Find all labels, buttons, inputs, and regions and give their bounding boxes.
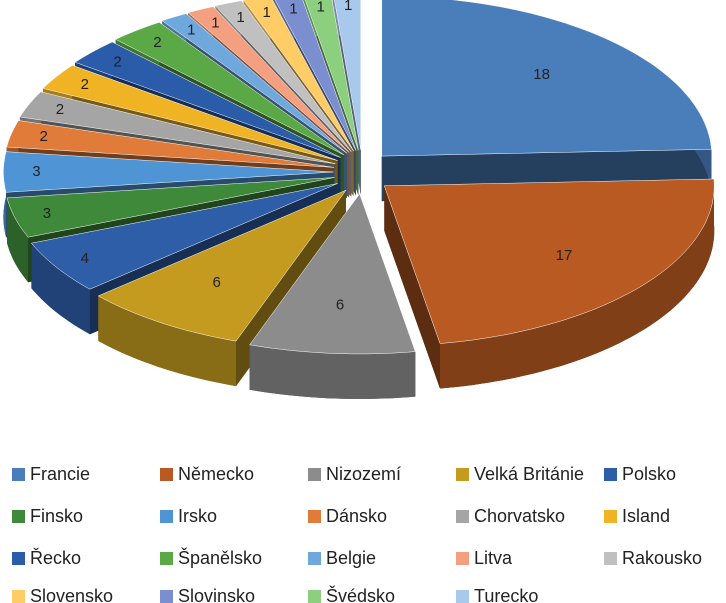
slice-top: [30, 183, 338, 290]
legend-swatch: [160, 590, 173, 603]
slice-side: [31, 243, 90, 335]
data-label: 18: [533, 66, 550, 83]
legend-label: Irsko: [178, 506, 217, 526]
legend-label: Chorvatsko: [474, 506, 565, 526]
data-label: 3: [32, 163, 40, 180]
data-label: 1: [262, 4, 270, 21]
slice-side: [7, 197, 29, 283]
slice-top: [334, 0, 362, 151]
slice-top: [249, 193, 416, 355]
data-label: 1: [344, 0, 352, 14]
legend-label: Nizozemí: [326, 464, 401, 484]
legend-swatch: [456, 468, 469, 481]
slice-top: [214, 0, 352, 152]
data-label: 6: [336, 296, 344, 313]
slice-top: [381, 0, 712, 157]
legend-swatch: [604, 552, 617, 565]
slice: [249, 193, 416, 399]
legend-swatch: [308, 510, 321, 523]
data-label: 4: [81, 250, 89, 267]
slice-top: [304, 0, 359, 151]
legend-swatch: [308, 552, 321, 565]
slice-top: [187, 6, 350, 153]
slice-side: [440, 179, 715, 389]
slice-top: [6, 177, 335, 238]
slice: [381, 0, 712, 202]
slice-top: [161, 13, 348, 154]
legend-swatch: [604, 468, 617, 481]
data-label: 2: [40, 128, 48, 145]
legend-label: Belgie: [326, 548, 376, 568]
legend-label: Slovinsko: [178, 586, 255, 603]
legend-label: Švédsko: [326, 585, 395, 603]
slice-wall: [384, 185, 440, 389]
legend-swatch: [456, 552, 469, 565]
data-label: 17: [556, 247, 573, 264]
data-label: 3: [43, 205, 51, 222]
slice-top: [42, 65, 338, 161]
legend-swatch: [160, 468, 173, 481]
data-label: 6: [212, 274, 220, 291]
slice-top: [243, 0, 354, 152]
legend-label: Island: [622, 506, 670, 526]
legend-swatch: [12, 510, 25, 523]
slice-top: [115, 22, 345, 156]
legend-swatch: [456, 590, 469, 603]
legend-label: Francie: [30, 464, 90, 484]
data-label: 2: [153, 34, 161, 51]
legend-swatch: [160, 552, 173, 565]
data-label: 1: [289, 1, 297, 18]
legend-swatch: [308, 590, 321, 603]
legend-label: Litva: [474, 548, 513, 568]
legend-label: Finsko: [30, 506, 83, 526]
slice-top: [19, 91, 336, 165]
slice-side: [98, 295, 236, 387]
legend-swatch: [604, 510, 617, 523]
legend-label: Španělsko: [178, 547, 262, 568]
data-label: 1: [316, 0, 324, 15]
legend-swatch: [12, 552, 25, 565]
legend-swatch: [456, 510, 469, 523]
legend-label: Slovensko: [30, 586, 113, 603]
slice-top: [383, 178, 715, 344]
legend-swatch: [160, 510, 173, 523]
data-label: 2: [81, 76, 89, 93]
legend-label: Německo: [178, 464, 254, 484]
legend-label: Řecko: [30, 548, 81, 568]
slice-side: [249, 344, 416, 399]
legend-label: Rakousko: [622, 548, 702, 568]
legend-swatch: [308, 468, 321, 481]
slice-top: [74, 41, 341, 158]
slice-top: [3, 151, 334, 193]
legend-label: Turecko: [474, 586, 538, 603]
legend-label: Polsko: [622, 464, 676, 484]
data-label: 1: [211, 15, 219, 32]
data-label: 2: [56, 101, 64, 118]
data-label: 2: [113, 53, 121, 70]
legend-swatch: [12, 590, 25, 603]
legend-label: Velká Británie: [474, 464, 584, 484]
legend-label: Dánsko: [326, 506, 387, 526]
legend-swatch: [12, 468, 25, 481]
slice-top: [97, 189, 347, 342]
data-label: 1: [236, 9, 244, 26]
data-label: 1: [187, 22, 195, 39]
slice: [383, 178, 715, 389]
slice-top: [6, 120, 335, 168]
